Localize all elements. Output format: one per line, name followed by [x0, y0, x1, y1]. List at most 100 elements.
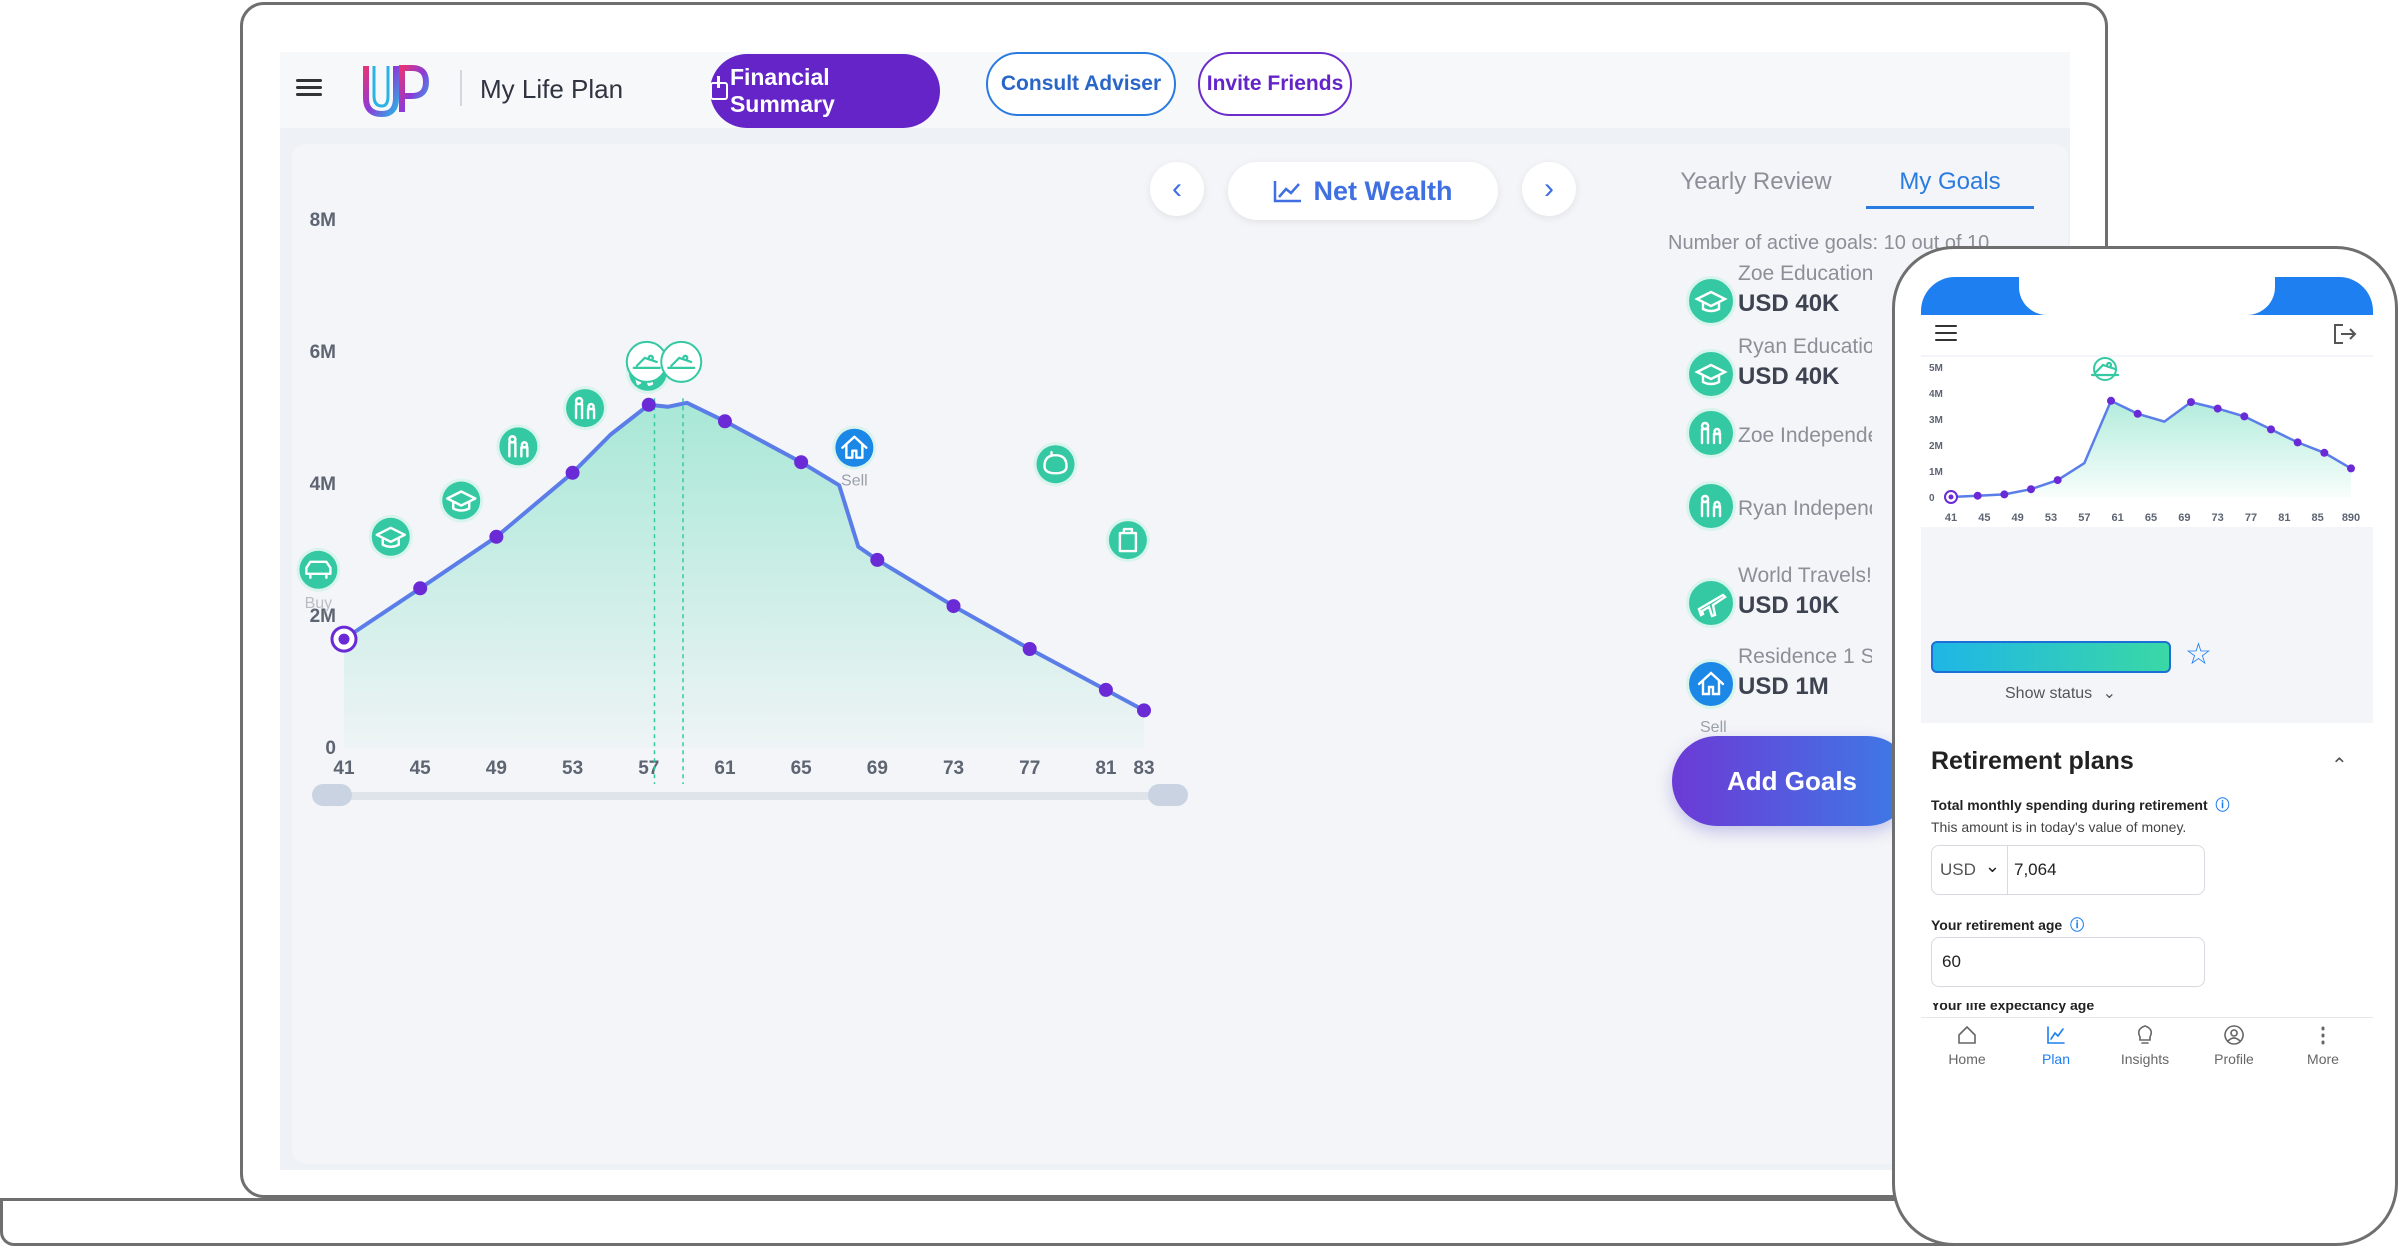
icon-circle: [835, 428, 874, 467]
family-icon[interactable]: [1686, 481, 1736, 531]
add-goals-button[interactable]: Add Goals: [1672, 736, 1912, 826]
data-point[interactable]: [1098, 682, 1113, 697]
phone-menu-icon[interactable]: [1935, 325, 1959, 343]
phone-data-point[interactable]: [2133, 409, 2142, 418]
more-icon[interactable]: [2311, 1023, 2335, 1047]
info-icon[interactable]: ⓘ: [2070, 917, 2085, 933]
data-point[interactable]: [870, 552, 885, 567]
consult-adviser-button[interactable]: Consult Adviser: [986, 52, 1176, 116]
nav-home[interactable]: Home: [1948, 1051, 1986, 1067]
phone-data-point[interactable]: [2107, 396, 2115, 405]
profile-icon[interactable]: [2222, 1023, 2246, 1047]
phone-x-tick-label: 85: [2312, 512, 2324, 524]
phone-data-point[interactable]: [2240, 412, 2249, 421]
education-goal-icon[interactable]: [368, 514, 413, 559]
phone-data-point[interactable]: [2347, 464, 2355, 473]
phone-data-point[interactable]: [2053, 476, 2062, 485]
prev-chart-button[interactable]: ‹: [1150, 162, 1204, 216]
family-icon: [574, 396, 596, 420]
phone-retirement-icon[interactable]: [2090, 357, 2120, 381]
data-point[interactable]: [413, 581, 428, 596]
phone-net-wealth-chart[interactable]: 0 1M 2M 3M 4M 5M 41 45 49 53 57 61 65 69 73 77 81 85 890: [1921, 357, 2373, 527]
data-point[interactable]: [641, 397, 656, 412]
graduation-cap-icon[interactable]: [1686, 276, 1736, 326]
goal-name[interactable]: Zoe Independence: [1738, 424, 1872, 447]
phone-data-point[interactable]: [2000, 490, 2009, 499]
next-chart-button[interactable]: ›: [1522, 162, 1576, 216]
independence-goal-icon[interactable]: [496, 424, 541, 469]
home-icon[interactable]: [1955, 1023, 1979, 1047]
info-icon[interactable]: ⓘ: [2215, 797, 2230, 813]
independence-goal-icon[interactable]: [563, 386, 608, 431]
nav-insights[interactable]: Insights: [2120, 1051, 2170, 1067]
goal-name[interactable]: Residence 1 Sell: [1738, 645, 1872, 668]
luggage-icon: [1118, 527, 1138, 553]
phone-data-point[interactable]: [2267, 425, 2275, 434]
data-point[interactable]: [946, 599, 961, 614]
phone-data-point[interactable]: [2187, 398, 2195, 407]
savings-goal-icon[interactable]: [1033, 442, 1078, 487]
currency-select[interactable]: USD ⌄: [1931, 845, 2009, 895]
nav-profile[interactable]: Profile: [2214, 1051, 2254, 1067]
invite-friends-button[interactable]: Invite Friends: [1198, 52, 1352, 116]
tab-yearly-review[interactable]: Yearly Review: [1680, 168, 1832, 195]
goal-name[interactable]: Ryan Independence: [1738, 497, 1872, 520]
car-goal-icon[interactable]: [296, 547, 341, 592]
range-slider-track[interactable]: [322, 792, 1162, 800]
piggy-icon: [1043, 451, 1068, 475]
data-point[interactable]: [565, 465, 580, 480]
goal-name[interactable]: Ryan Education: [1738, 335, 1872, 358]
icon-circle: [1108, 521, 1147, 560]
phone-data-point[interactable]: [1973, 491, 1982, 500]
data-point[interactable]: [794, 455, 809, 470]
goal-value: USD 40K: [1738, 290, 1840, 317]
chart-card: ‹ Net Wealth › 0 2M 4M 6M 8M 41 45 49 53 57 61 65 69…: [292, 144, 2068, 1164]
data-point[interactable]: [489, 529, 504, 544]
nav-more[interactable]: More: [2307, 1051, 2339, 1067]
nav-plan[interactable]: Plan: [2041, 1051, 2071, 1067]
chevron-down-icon: ⌄: [1984, 856, 2000, 876]
house-icon[interactable]: [1686, 659, 1736, 709]
show-status-toggle[interactable]: Show status ⌄: [2005, 685, 2117, 702]
phone-x-tick-label: 73: [2212, 512, 2224, 524]
phone-data-point[interactable]: [2027, 485, 2035, 494]
airplane-icon[interactable]: [1686, 578, 1736, 628]
retirement-age-input[interactable]: 60: [1931, 937, 2205, 987]
graduation-cap-icon[interactable]: [1686, 349, 1736, 399]
retirement-icon[interactable]: [660, 340, 703, 383]
phone-y-tick-label: 5M: [1929, 363, 1943, 374]
chart-icon[interactable]: [2044, 1023, 2068, 1047]
retirement-age-label: Your retirement age ⓘ: [1931, 917, 2085, 933]
luggage-goal-icon[interactable]: [1105, 518, 1150, 563]
logout-icon[interactable]: [2333, 323, 2357, 345]
phone-data-point[interactable]: [2213, 404, 2222, 413]
chart-selector[interactable]: Net Wealth: [1228, 162, 1498, 220]
phone-data-point[interactable]: [2320, 448, 2329, 457]
range-slider-end-handle[interactable]: [1148, 784, 1188, 806]
family-icon[interactable]: [1686, 408, 1736, 458]
data-point[interactable]: [1137, 703, 1151, 718]
net-wealth-chart[interactable]: 0 2M 4M 6M 8M 41 45 49 53 57 61 65 69 73 77 81 83 Sell Buy: [292, 144, 1652, 1164]
range-slider-start-handle[interactable]: [312, 784, 352, 806]
collapse-section-icon[interactable]: ⌃: [2331, 755, 2348, 777]
goal-name[interactable]: World Travels!: [1738, 564, 1872, 587]
x-tick-label: 69: [867, 758, 888, 779]
sell-house-icon[interactable]: [832, 425, 877, 470]
goal-name[interactable]: Zoe Education: [1738, 262, 1872, 285]
y-tick-label: 4M: [310, 474, 336, 495]
spending-input[interactable]: 7,064: [2007, 845, 2205, 895]
phone-x-tick-label: 61: [2112, 512, 2124, 524]
lightbulb-icon[interactable]: [2133, 1023, 2157, 1047]
menu-icon[interactable]: [294, 76, 324, 100]
graduation-cap-icon: [446, 490, 477, 512]
x-tick-label: 83: [1133, 758, 1154, 779]
data-point[interactable]: [717, 414, 732, 429]
phone-data-point: [1948, 494, 1954, 500]
financial-summary-button[interactable]: Financial Summary: [710, 54, 940, 128]
phone-data-point[interactable]: [2293, 438, 2302, 447]
goal-status-bar[interactable]: [1931, 641, 2171, 673]
tab-my-goals[interactable]: My Goals: [1866, 158, 2034, 209]
favorite-star-icon[interactable]: ☆: [2185, 638, 2212, 671]
education-goal-icon[interactable]: [439, 478, 484, 523]
data-point[interactable]: [1022, 642, 1037, 656]
